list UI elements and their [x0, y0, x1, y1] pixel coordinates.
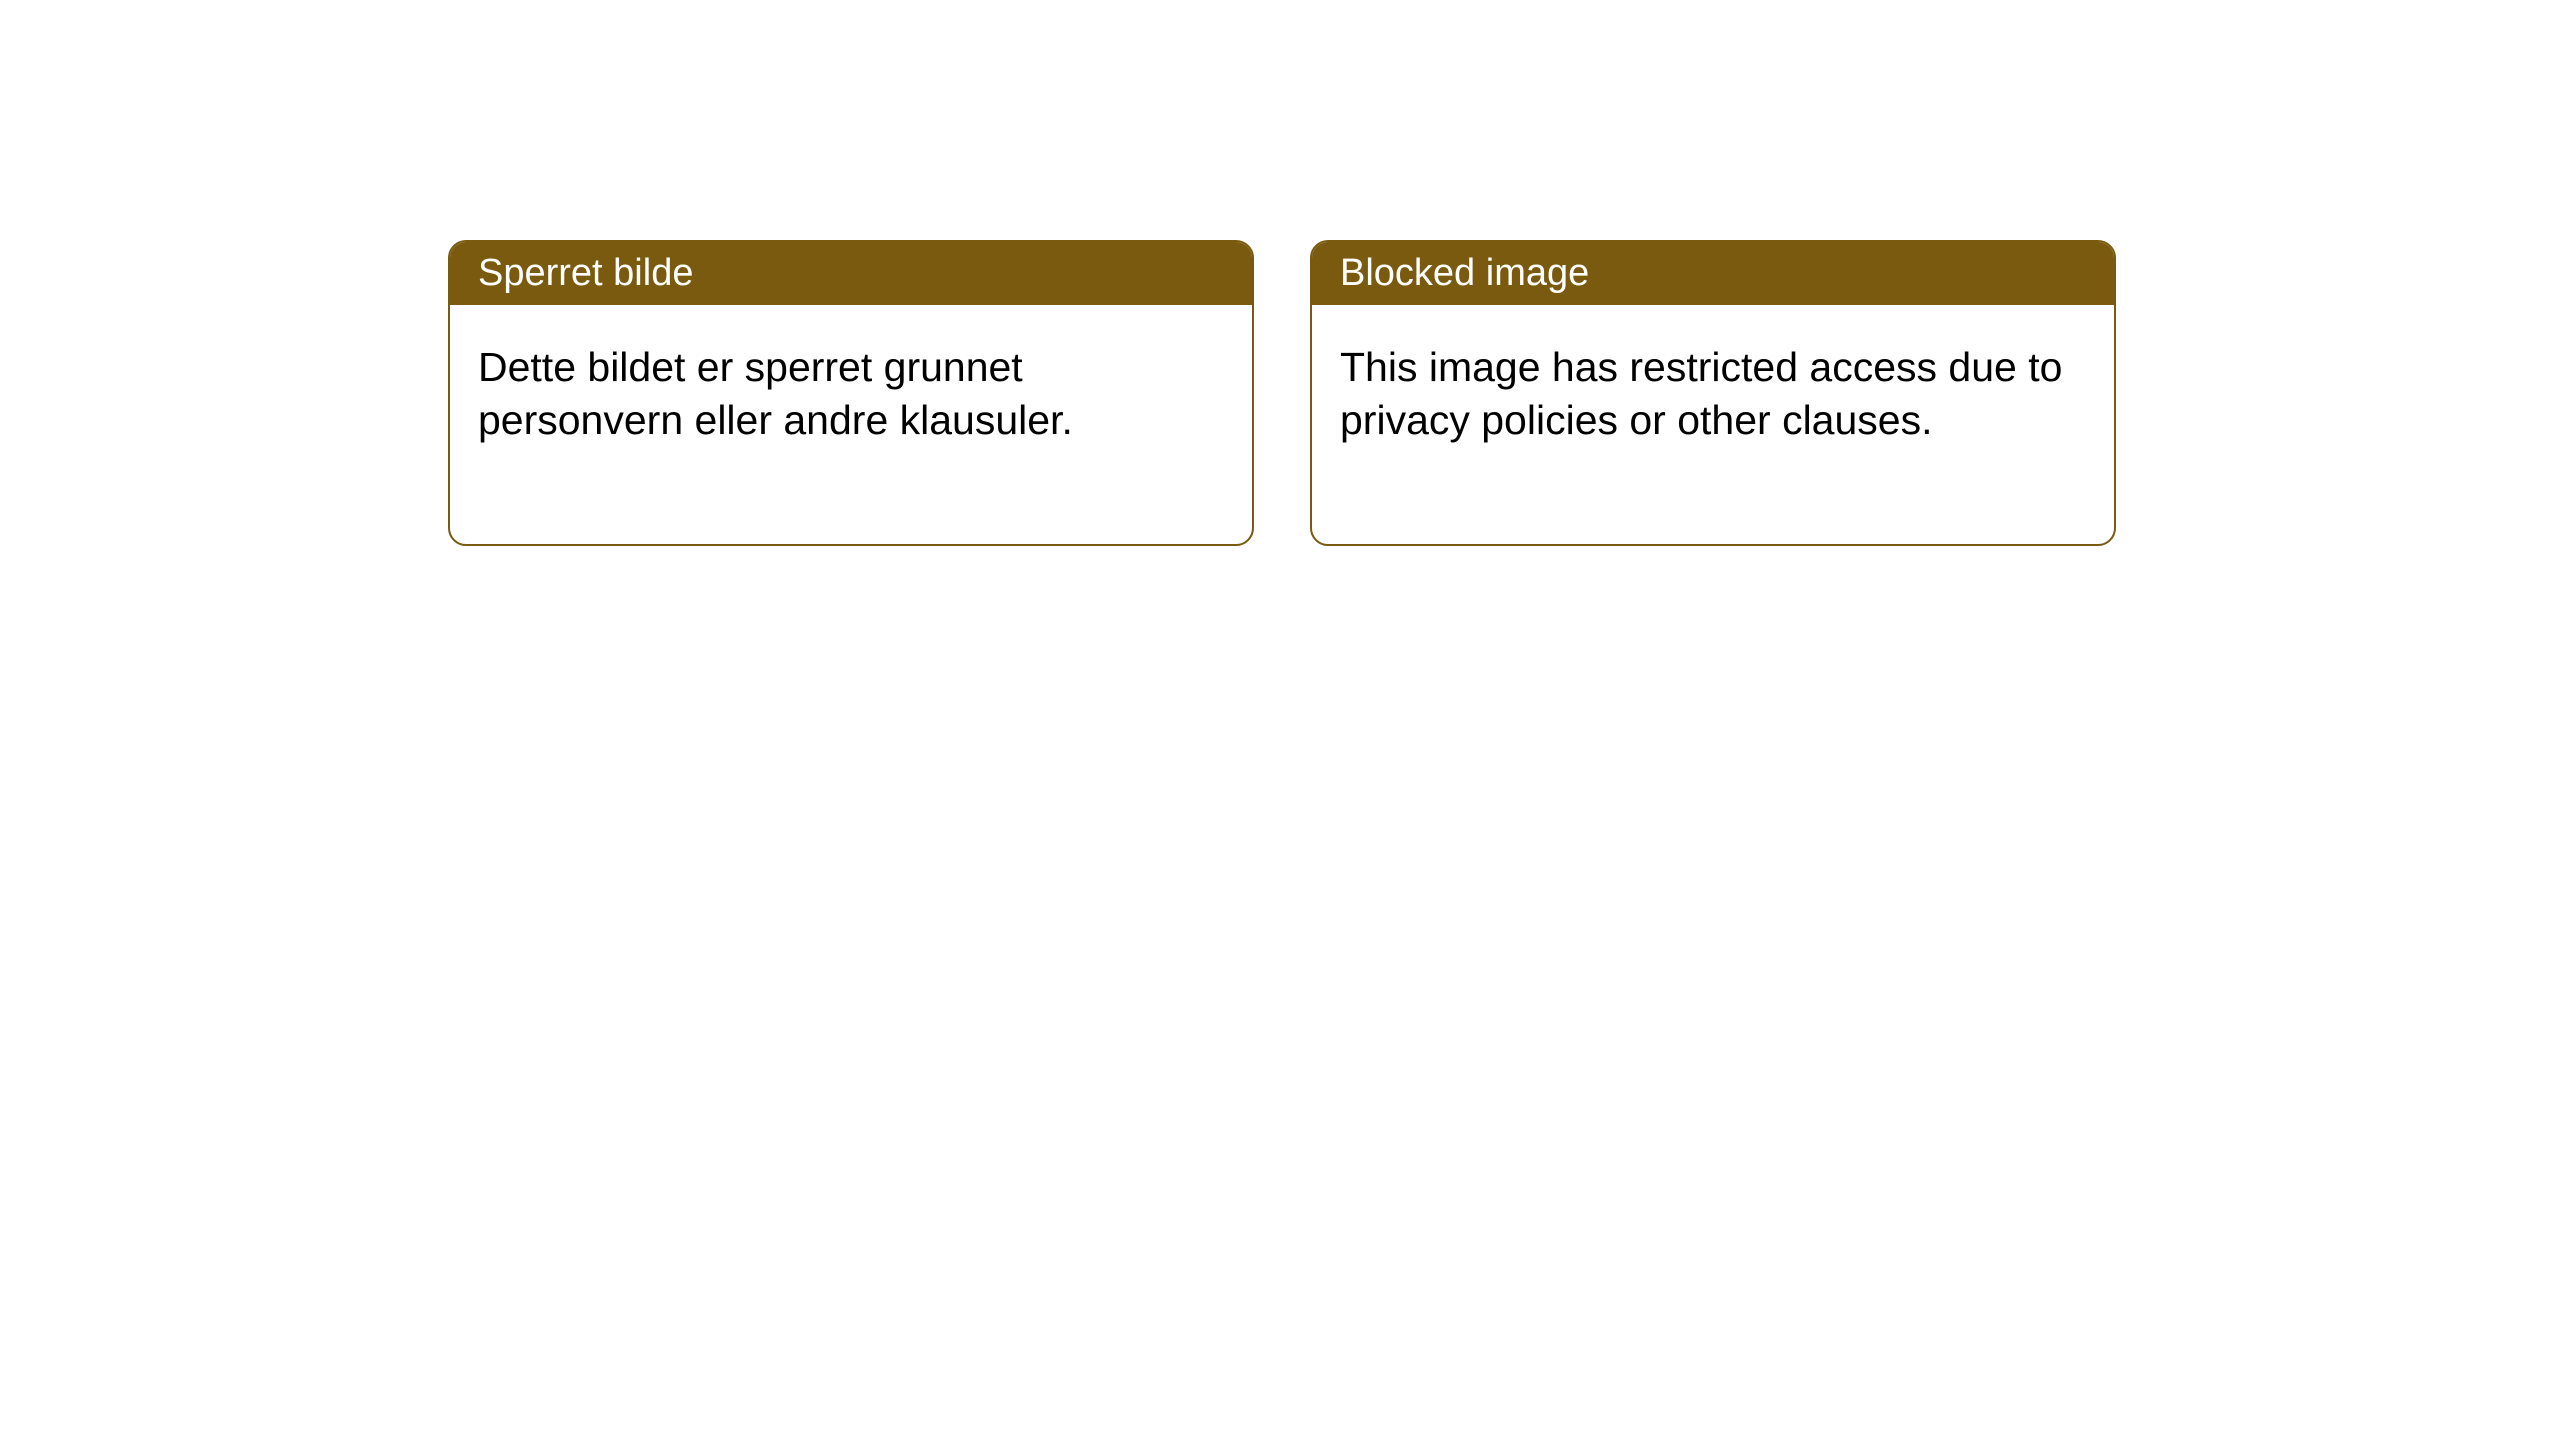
notice-body: This image has restricted access due to …: [1312, 305, 2114, 544]
notice-container: Sperret bilde Dette bildet er sperret gr…: [0, 0, 2560, 546]
notice-card-norwegian: Sperret bilde Dette bildet er sperret gr…: [448, 240, 1254, 546]
notice-header: Sperret bilde: [450, 242, 1252, 305]
notice-header: Blocked image: [1312, 242, 2114, 305]
notice-body: Dette bildet er sperret grunnet personve…: [450, 305, 1252, 544]
notice-card-english: Blocked image This image has restricted …: [1310, 240, 2116, 546]
